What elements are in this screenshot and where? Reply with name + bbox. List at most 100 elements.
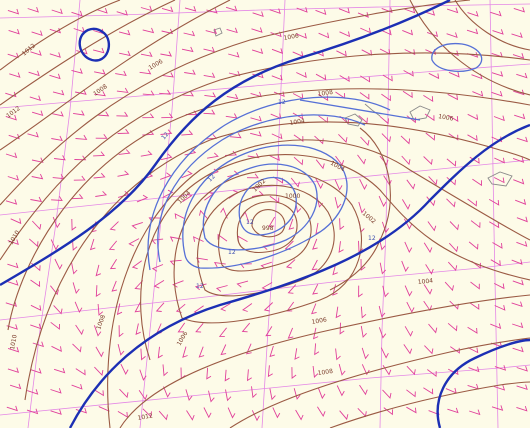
thickness-line-light <box>147 96 391 271</box>
wind-barb <box>293 388 301 400</box>
wind-barb <box>226 93 239 100</box>
wind-barb <box>203 72 216 78</box>
wind-barb <box>5 199 18 205</box>
isobar-label: 1004 <box>289 117 305 127</box>
wind-barb <box>511 32 523 39</box>
wind-barb <box>162 364 168 377</box>
thickness-line-light <box>157 114 366 263</box>
wind-barb <box>30 279 41 288</box>
isobar <box>0 0 121 71</box>
wind-barb <box>381 7 393 14</box>
wind-barb <box>425 264 434 275</box>
wind-barb <box>269 155 280 161</box>
wind-barb <box>339 410 349 421</box>
wind-barb <box>7 52 19 59</box>
wind-barb <box>469 302 480 310</box>
wind-barb <box>140 348 146 361</box>
wind-barb <box>379 155 389 166</box>
wind-barb <box>155 302 165 312</box>
wind-barb <box>493 282 505 290</box>
grid-line <box>0 159 530 216</box>
wind-barb <box>131 260 142 270</box>
wind-barb <box>183 30 196 37</box>
wind-barb <box>119 388 129 399</box>
wind-barb <box>427 221 437 232</box>
wind-barb <box>267 365 273 378</box>
coastline <box>364 103 381 117</box>
wind-barb <box>95 285 101 298</box>
wind-barb <box>161 6 174 13</box>
wind-barb <box>119 50 131 57</box>
wind-barb <box>116 303 123 316</box>
isobar-label: 1006 <box>311 316 327 326</box>
wind-barb <box>161 113 174 119</box>
wind-barb <box>488 199 500 206</box>
wind-barb <box>50 285 59 296</box>
wind-barb <box>174 213 186 220</box>
wind-barb <box>53 305 63 315</box>
wind-barb <box>381 221 390 234</box>
wind-barb <box>359 178 368 190</box>
wind-barb <box>116 10 128 16</box>
wind-barb <box>291 367 297 380</box>
isobar <box>140 154 530 361</box>
thickness-line-heavy <box>78 27 111 62</box>
wind-barb <box>472 90 484 97</box>
wind-barb <box>111 280 118 292</box>
wind-barb <box>140 51 153 57</box>
wind-barb <box>516 365 528 372</box>
isobar <box>251 209 286 238</box>
wind-barb <box>406 301 415 313</box>
wind-barb <box>71 262 78 275</box>
wind-barb <box>272 407 281 419</box>
wind-barb <box>5 91 17 98</box>
wind-barb <box>357 12 369 18</box>
wind-barb <box>139 369 147 381</box>
wind-barb <box>30 323 42 330</box>
wind-barb <box>6 324 18 330</box>
wind-barb <box>169 236 182 242</box>
thickness-label: 12 <box>278 99 286 106</box>
wind-barb <box>336 385 345 397</box>
wind-barb <box>229 133 242 139</box>
isobar-label: 1008 <box>317 89 333 98</box>
wind-barb <box>490 259 501 267</box>
wind-barb <box>402 90 413 99</box>
wind-barb <box>516 136 528 143</box>
wind-barb <box>447 407 459 414</box>
wind-barb <box>494 365 507 371</box>
wind-barb <box>423 95 434 103</box>
wind-barb <box>448 133 459 141</box>
wind-barb <box>50 409 62 415</box>
wind-barb <box>360 136 370 146</box>
wind-barb <box>512 157 525 163</box>
wind-barb <box>181 46 194 53</box>
wind-barb <box>516 405 528 412</box>
wind-barb <box>339 75 350 82</box>
wind-barb <box>312 365 319 378</box>
wind-barb <box>467 198 477 207</box>
wind-barb <box>160 129 173 135</box>
wind-barb <box>136 194 149 203</box>
wind-barb <box>71 194 84 200</box>
wind-barb <box>94 366 104 376</box>
thickness-label: 12 <box>206 173 216 183</box>
wind-barb <box>118 325 124 338</box>
wind-barb <box>172 280 184 288</box>
wind-barb <box>54 155 66 161</box>
wind-barb <box>241 322 251 333</box>
wind-barb <box>428 323 438 334</box>
wind-barb <box>182 91 194 97</box>
wind-barb <box>109 221 119 231</box>
isobar-label: 1006 <box>283 32 299 42</box>
wind-barb <box>71 383 83 390</box>
wind-barb <box>72 238 78 251</box>
wind-barb <box>10 218 22 225</box>
wind-barb <box>117 411 128 418</box>
wind-barb <box>5 301 17 307</box>
isobar <box>7 88 530 331</box>
coastline <box>213 27 223 37</box>
wind-barb <box>335 306 341 319</box>
wind-barb <box>466 28 479 35</box>
